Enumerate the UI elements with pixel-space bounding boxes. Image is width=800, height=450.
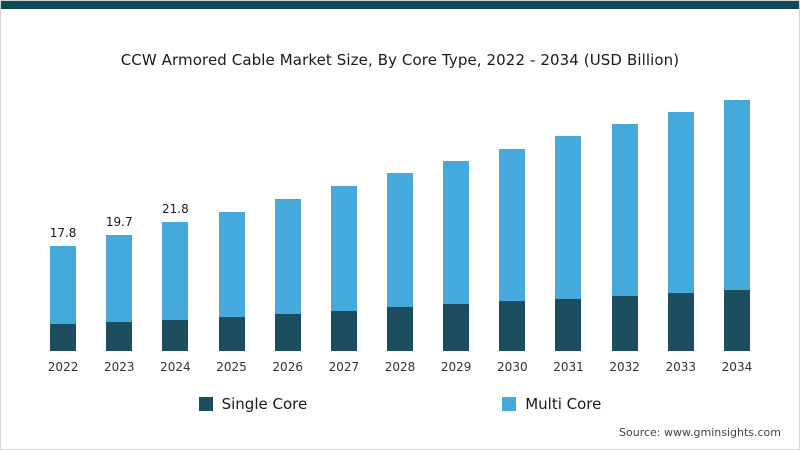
bar-single-core-segment [387, 307, 414, 351]
bar-multi-core-segment [274, 199, 301, 315]
bar-single-core-segment [274, 314, 301, 351]
bar-group: 2034 [709, 83, 765, 375]
bar-total-label: 17.8 [49, 226, 77, 240]
x-axis-label: 2029 [440, 360, 472, 374]
x-axis-label: 2031 [553, 360, 584, 374]
bar-group: 2029 [428, 83, 484, 375]
x-axis-label: 2022 [47, 360, 79, 374]
bar-multi-core-segment [106, 234, 133, 323]
bar-stack [667, 112, 694, 351]
bar-group: 2027 [316, 83, 372, 375]
x-axis-label: 2030 [497, 360, 528, 374]
x-axis-label: 2025 [216, 360, 247, 374]
legend-swatch-single-core-icon [198, 397, 213, 411]
legend-label-single-core: Single Core [221, 395, 308, 413]
bar-multi-core-segment [667, 112, 694, 294]
bar-group: 2031 [540, 83, 596, 375]
bar-stack [611, 123, 638, 351]
bar-stack [274, 199, 301, 351]
bar-stack [499, 148, 526, 351]
bar-single-core-segment [611, 295, 638, 351]
bar-multi-core-segment [499, 148, 526, 302]
bar-single-core-segment [50, 323, 77, 351]
bar-group: 2028 [372, 83, 428, 375]
bar-stack [723, 100, 750, 351]
bar-single-core-segment [218, 317, 245, 351]
legend-item-single-core: Single Core [198, 395, 308, 413]
plot-area: 17.8 2022 19.7 2023 21.8 2024 2025 2026 2027 2028… [35, 83, 765, 375]
x-axis-label: 2034 [721, 360, 753, 374]
x-axis-label: 2023 [103, 360, 135, 374]
bar-single-core-segment [106, 322, 133, 351]
legend: Single Core Multi Core [1, 395, 799, 413]
bar-stack [218, 211, 245, 351]
bar-multi-core-segment [218, 211, 245, 318]
x-axis-label: 2027 [328, 360, 360, 374]
bar-single-core-segment [162, 320, 189, 351]
x-axis-label: 2032 [609, 360, 640, 374]
bar-multi-core-segment [611, 123, 638, 296]
bar-group: 2032 [597, 83, 653, 375]
bar-group: 2026 [260, 83, 316, 375]
bar-group: 2025 [203, 83, 259, 375]
bar-group: 19.7 2023 [91, 83, 147, 375]
bar-multi-core-segment [387, 172, 414, 308]
bar-multi-core-segment [162, 222, 189, 321]
legend-swatch-multi-core-icon [502, 397, 517, 411]
bar-total-label: 19.7 [105, 214, 133, 229]
bar-stack [50, 246, 77, 351]
bar-group: 2033 [653, 83, 709, 375]
bars-row: 17.8 2022 19.7 2023 21.8 2024 2025 2026 2027 2028… [35, 83, 765, 375]
bar-stack [555, 136, 582, 351]
bar-group: 2030 [484, 83, 540, 375]
legend-item-multi-core: Multi Core [502, 395, 601, 413]
bar-single-core-segment [443, 304, 470, 351]
chart-title: CCW Armored Cable Market Size, By Core T… [120, 51, 680, 69]
bar-stack [162, 222, 189, 351]
x-axis-label: 2028 [384, 360, 416, 374]
top-accent-bar [1, 1, 799, 9]
bar-stack [443, 161, 470, 351]
bar-single-core-segment [330, 310, 357, 351]
x-axis-label: 2033 [665, 360, 697, 374]
bar-multi-core-segment [723, 100, 750, 291]
bar-single-core-segment [667, 293, 694, 351]
bar-single-core-segment [499, 301, 526, 351]
bar-group: 17.8 2022 [35, 83, 91, 375]
bar-stack [330, 185, 357, 351]
bar-stack [106, 234, 133, 351]
bar-multi-core-segment [443, 161, 470, 305]
x-axis-label: 2024 [160, 360, 191, 374]
bar-stack [387, 172, 414, 351]
x-axis-label: 2026 [272, 360, 303, 374]
legend-label-multi-core: Multi Core [525, 395, 602, 413]
bar-total-label: 21.8 [162, 202, 189, 217]
bar-multi-core-segment [50, 246, 77, 324]
bar-group: 21.8 2024 [147, 83, 203, 375]
bar-multi-core-segment [330, 185, 357, 311]
source-text: Source: www.gminsights.com [619, 426, 781, 439]
bar-single-core-segment [723, 290, 750, 351]
bar-single-core-segment [555, 298, 582, 351]
bar-multi-core-segment [555, 136, 582, 299]
